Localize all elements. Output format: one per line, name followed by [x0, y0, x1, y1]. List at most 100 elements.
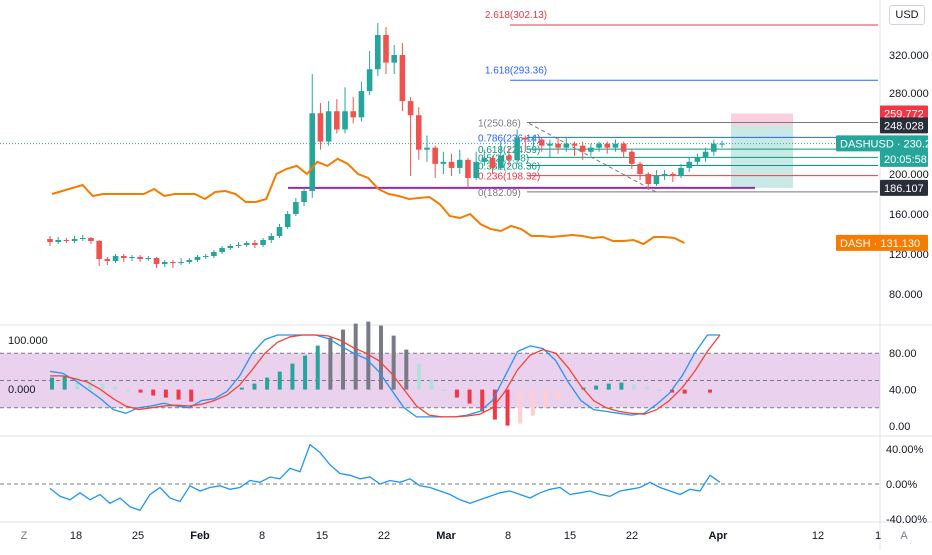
candle-body[interactable] — [694, 157, 701, 162]
candle-body[interactable] — [637, 163, 643, 174]
candle-body[interactable] — [71, 239, 78, 241]
candle-body[interactable] — [284, 214, 291, 227]
candle-body[interactable] — [366, 69, 373, 92]
candle-body[interactable] — [260, 240, 266, 245]
percent-oscillator-pane[interactable]: 40.00% 0.00% -40.00% — [0, 443, 927, 526]
candle-body[interactable] — [719, 143, 725, 145]
candle-body[interactable] — [506, 155, 512, 160]
candle-body[interactable] — [424, 147, 430, 150]
candle-body[interactable] — [399, 55, 406, 102]
candle-body[interactable] — [555, 143, 561, 148]
candle-body[interactable] — [47, 239, 53, 242]
candle-body[interactable] — [604, 143, 611, 148]
candle-body[interactable] — [170, 262, 176, 263]
zoom-button[interactable]: Z — [21, 530, 28, 542]
candle-body[interactable] — [317, 113, 324, 142]
candle-body[interactable] — [432, 147, 438, 164]
stoch-k-line[interactable] — [49, 334, 720, 418]
candle-body[interactable] — [448, 161, 455, 168]
trend-line[interactable] — [528, 122, 657, 193]
candle-body[interactable] — [711, 143, 717, 152]
candle-body[interactable] — [645, 174, 652, 184]
price-tag[interactable] — [880, 117, 928, 134]
candle-body[interactable] — [79, 238, 86, 239]
candle-body[interactable] — [104, 259, 111, 261]
candle-body[interactable] — [653, 176, 660, 184]
candle-body[interactable] — [161, 262, 168, 264]
candle-body[interactable] — [571, 143, 578, 146]
candle-body[interactable] — [391, 55, 397, 63]
stop-loss-zone[interactable] — [731, 113, 793, 126]
candle-body[interactable] — [88, 238, 94, 241]
candle-body[interactable] — [252, 243, 258, 245]
candle-body[interactable] — [629, 151, 635, 164]
main-price-pane[interactable]: 320.000 280.000 200.000 160.000 120.000 80.00… — [0, 10, 932, 301]
candle-body[interactable] — [489, 157, 496, 168]
candle-body[interactable] — [186, 260, 193, 262]
candle-body[interactable] — [309, 113, 316, 191]
take-profit-zone[interactable] — [731, 125, 793, 188]
candle-body[interactable] — [596, 143, 602, 148]
candle-body[interactable] — [579, 145, 586, 152]
candle-body[interactable] — [465, 159, 471, 178]
candle-body[interactable] — [375, 35, 381, 70]
candle-body[interactable] — [235, 245, 242, 246]
candle-body[interactable] — [178, 262, 184, 263]
candle-body[interactable] — [383, 35, 389, 63]
candle-body[interactable] — [563, 143, 570, 148]
candle-body[interactable] — [243, 243, 250, 245]
candle-body[interactable] — [514, 137, 520, 160]
currency-button[interactable]: USD — [889, 5, 925, 25]
candle-body[interactable] — [497, 155, 504, 168]
candle-body[interactable] — [276, 227, 283, 236]
candle-body[interactable] — [96, 241, 102, 259]
auto-scale-button[interactable]: A — [900, 530, 908, 542]
price-tag[interactable] — [836, 135, 928, 152]
candle-body[interactable] — [194, 257, 201, 260]
candle-body[interactable] — [407, 101, 414, 116]
candle-body[interactable] — [686, 161, 693, 168]
candle-body[interactable] — [678, 167, 684, 176]
dash-overlay-line[interactable] — [51, 157, 685, 246]
candle-body[interactable] — [358, 91, 365, 118]
candle-body[interactable] — [211, 252, 217, 256]
candle-body[interactable] — [219, 248, 225, 252]
candle-body[interactable] — [301, 191, 307, 202]
price-tag[interactable] — [836, 234, 928, 251]
candle-body[interactable] — [588, 147, 594, 152]
candle-body[interactable] — [342, 111, 348, 130]
candle-body[interactable] — [55, 240, 61, 242]
candle-body[interactable] — [473, 161, 479, 178]
candle-body[interactable] — [415, 115, 422, 150]
candle-body[interactable] — [481, 157, 488, 162]
candle-body[interactable] — [620, 143, 627, 152]
candle-body[interactable] — [129, 257, 135, 258]
candle-body[interactable] — [522, 137, 529, 140]
candle-body[interactable] — [350, 111, 357, 118]
candle-body[interactable] — [112, 256, 119, 261]
price-tag[interactable] — [880, 179, 928, 196]
percent-oscillator-line[interactable] — [49, 443, 721, 512]
candle-body[interactable] — [530, 139, 537, 141]
candle-body[interactable] — [268, 236, 275, 240]
price-tag[interactable] — [880, 150, 928, 167]
candle-body[interactable] — [227, 246, 234, 248]
candle-body[interactable] — [293, 202, 299, 214]
candle-body[interactable] — [325, 111, 332, 142]
candle-body[interactable] — [153, 258, 160, 264]
candle-body[interactable] — [547, 143, 553, 146]
candle-body[interactable] — [202, 256, 209, 257]
candle-body[interactable] — [702, 151, 709, 158]
candle-body[interactable] — [63, 240, 70, 241]
candle-body[interactable] — [137, 257, 143, 259]
candle-body[interactable] — [440, 161, 447, 164]
candle-body[interactable] — [334, 111, 340, 130]
candle-body[interactable] — [670, 174, 676, 176]
candle-body[interactable] — [661, 174, 668, 176]
candle-body[interactable] — [538, 139, 545, 146]
candle-body[interactable] — [120, 256, 127, 258]
stochastic-rsi-pane[interactable]: 80.00 40.00 0.00 100.000 0.000 — [0, 321, 917, 433]
candle-body[interactable] — [612, 143, 619, 148]
candle-body[interactable] — [456, 159, 463, 168]
